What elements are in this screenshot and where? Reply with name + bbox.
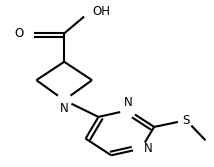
Text: O: O [14,27,24,40]
Text: N: N [124,96,133,109]
Text: N: N [60,102,68,115]
Text: S: S [183,114,190,127]
Text: OH: OH [92,5,110,18]
Text: N: N [143,142,152,155]
